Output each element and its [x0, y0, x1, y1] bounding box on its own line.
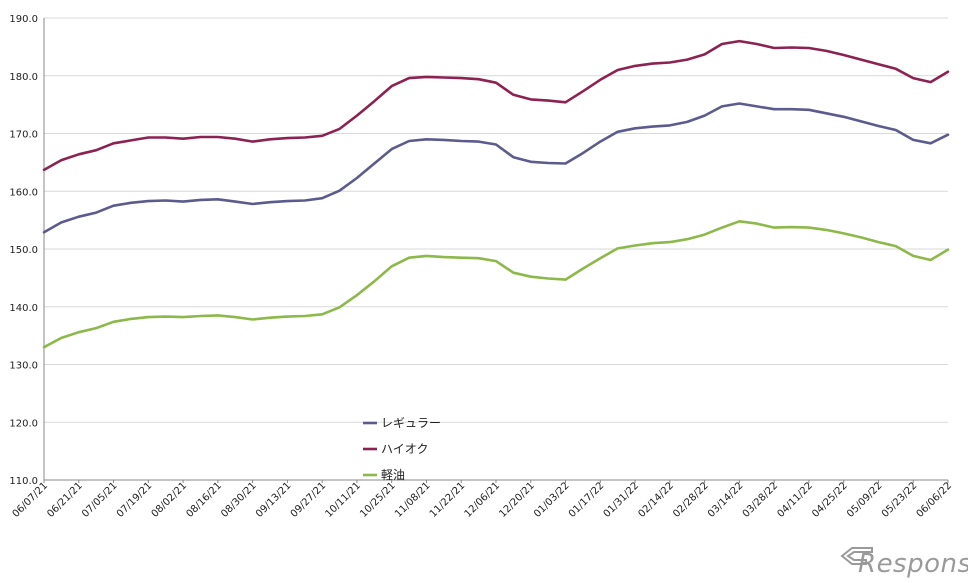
- x-tick-label: 06/21/21: [45, 480, 85, 520]
- x-tick-label: 02/14/22: [636, 480, 676, 520]
- x-tick-label: 12/06/21: [463, 480, 503, 520]
- legend-label-1: ハイオク: [381, 442, 429, 456]
- y-tick-label: 110.0: [9, 476, 38, 487]
- y-tick-label: 150.0: [9, 245, 38, 256]
- legend-label-0: レギュラー: [381, 416, 441, 430]
- x-tick-label: 04/11/22: [776, 480, 816, 520]
- y-tick-label: 180.0: [9, 72, 38, 83]
- x-tick-label: 09/27/21: [289, 480, 329, 520]
- legend-label-2: 軽油: [381, 468, 405, 482]
- grid-lines: [44, 17, 948, 423]
- y-tick-label: 120.0: [9, 418, 38, 429]
- x-tick-label: 01/31/22: [602, 480, 642, 520]
- y-tick-label: 160.0: [9, 187, 38, 198]
- x-tick-label: 04/25/22: [810, 480, 850, 520]
- y-tick-label: 130.0: [9, 361, 38, 372]
- x-tick-label: 11/22/21: [428, 480, 468, 520]
- x-tick-label: 07/19/21: [115, 480, 155, 520]
- x-tick-label: 08/16/21: [184, 480, 224, 520]
- axes: [43, 18, 949, 483]
- x-tick-label: 01/17/22: [567, 480, 607, 520]
- x-tick-label: 05/23/22: [880, 480, 920, 520]
- x-tick-label: 05/09/22: [845, 480, 885, 520]
- x-tick-label: 07/05/21: [80, 480, 120, 520]
- x-tick-label: 09/13/21: [254, 480, 294, 520]
- y-tick-label: 140.0: [9, 303, 38, 314]
- x-tick-label: 08/30/21: [219, 480, 259, 520]
- y-tick-labels: 110.0 120.0 130.0 140.0 150.0 160.0 170.0 180.0…: [9, 14, 38, 487]
- x-tick-label: 02/28/22: [671, 480, 711, 520]
- watermark-text: Response.: [858, 549, 968, 579]
- series-lines: [42, 39, 950, 349]
- series-line-0: [42, 102, 950, 234]
- x-tick-labels: 06/07/2106/21/2107/05/2107/19/2108/02/21…: [11, 480, 955, 520]
- x-tick-label: 01/03/22: [532, 480, 572, 520]
- x-tick-label: 08/02/21: [150, 480, 190, 520]
- x-tick-label: 03/28/22: [741, 480, 781, 520]
- series-line-1: [42, 39, 950, 172]
- logo-arrow-icon: [840, 547, 873, 565]
- y-tick-label: 190.0: [9, 14, 38, 25]
- x-tick-label: 06/06/22: [915, 480, 955, 520]
- x-tick-label: 12/20/21: [497, 480, 537, 520]
- x-tick-label: 10/25/21: [358, 480, 398, 520]
- x-tick-label: 11/08/21: [393, 480, 433, 520]
- watermark: Response.: [840, 547, 968, 579]
- series-line-2: [42, 220, 950, 349]
- y-tick-label: 170.0: [9, 130, 38, 141]
- x-tick-label: 10/11/21: [324, 480, 364, 520]
- x-tick-label: 03/14/22: [706, 480, 746, 520]
